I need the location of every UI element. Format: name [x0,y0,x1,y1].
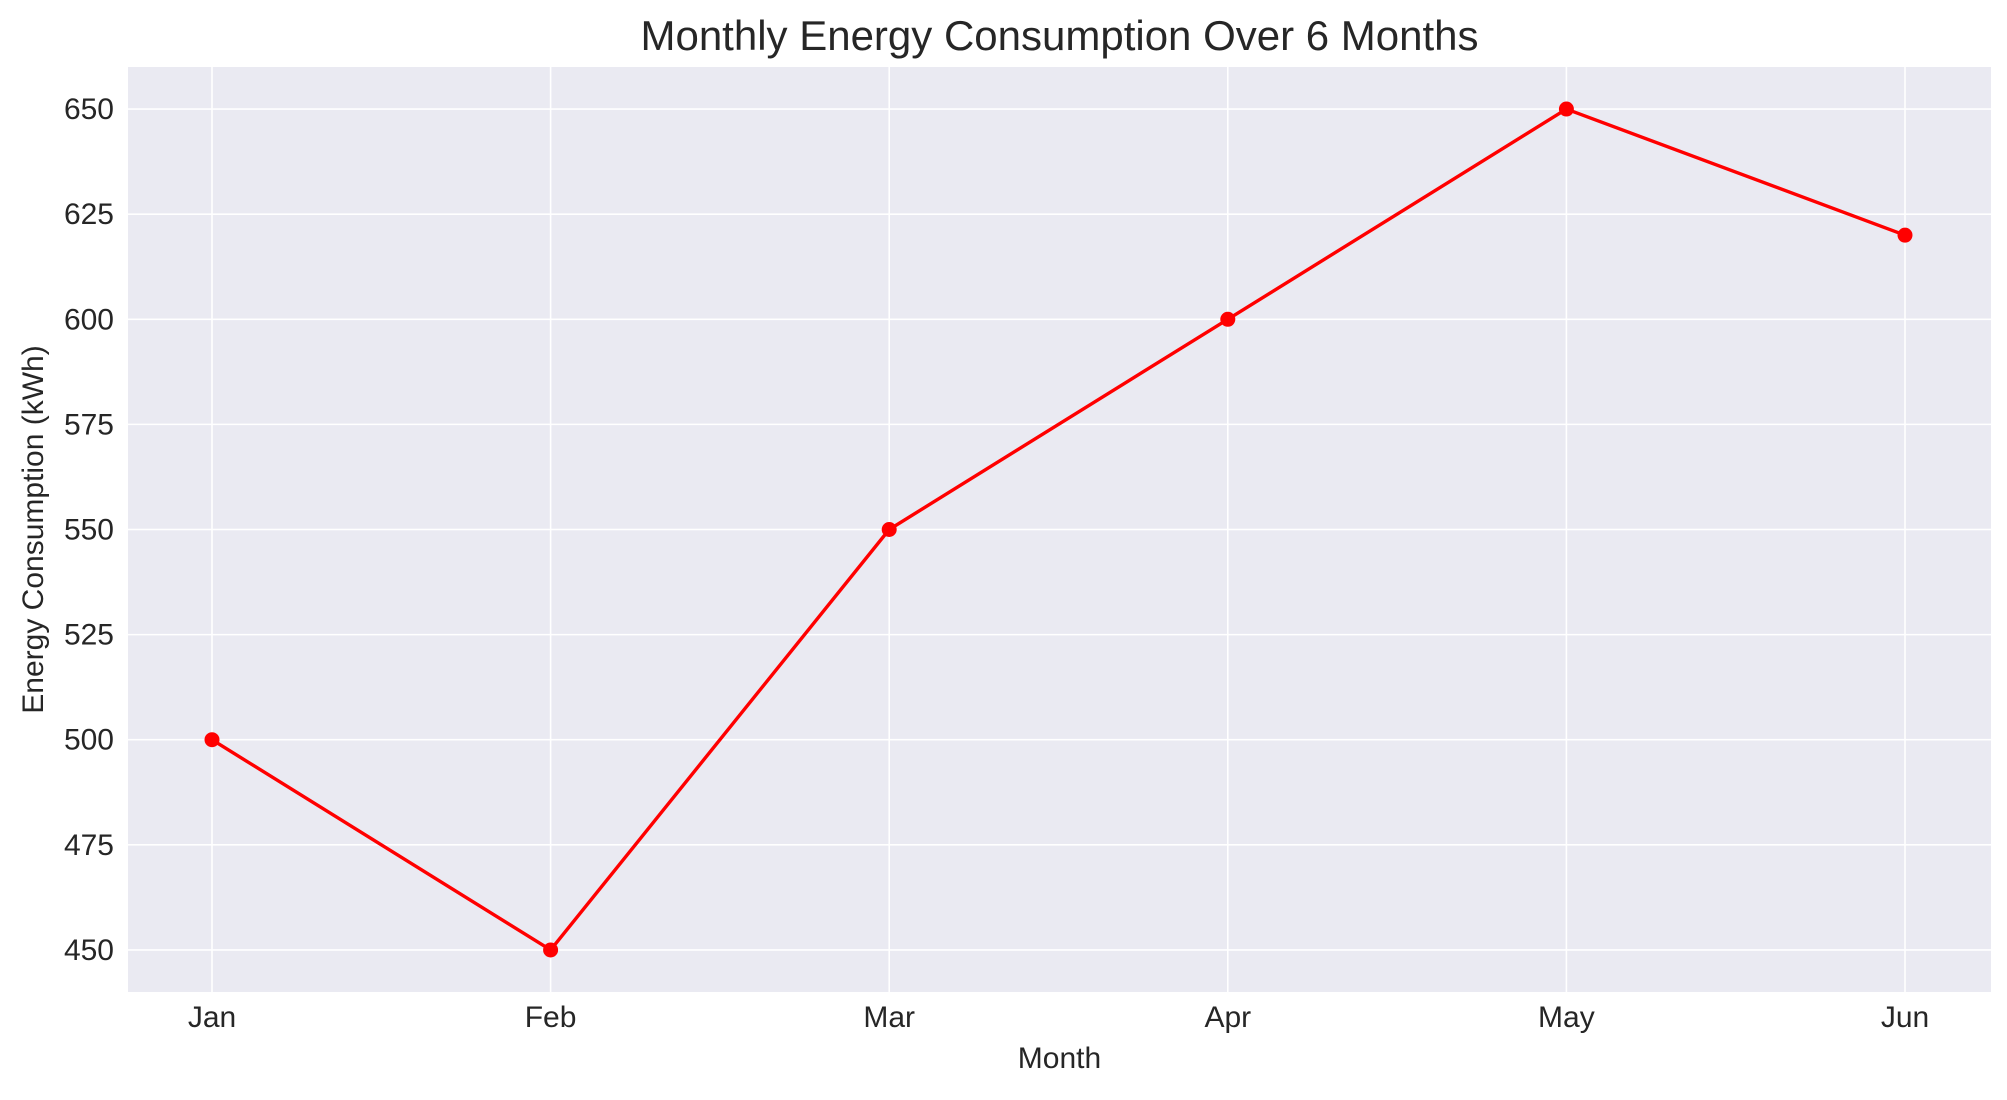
series-line [211,107,1906,952]
x-tick-label: May [1538,1001,1595,1034]
y-tick-label: 575 [64,408,114,441]
data-point [1558,101,1574,117]
y-tick-label: 650 [64,93,114,126]
series-layer [204,101,1913,958]
y-tick-label: 475 [64,829,114,862]
y-tick-label: 600 [64,303,114,336]
y-tick-label: 450 [64,934,114,967]
data-point [543,942,559,958]
data-point [881,522,897,537]
x-axis-ticks: Jan Feb Mar Apr May Jun [188,1001,1929,1034]
y-tick-label: 550 [64,514,114,547]
data-point [1220,311,1236,327]
x-tick-label: Jun [1881,1001,1929,1034]
y-tick-label: 625 [64,198,114,231]
grid-lines [128,67,1991,992]
chart-title: Monthly Energy Consumption Over 6 Months [640,12,1478,59]
x-tick-label: Jan [188,1001,236,1034]
x-tick-label: Apr [1204,1001,1251,1034]
y-axis-label: Energy Consumption (kWh) [17,345,50,713]
x-tick-label: Mar [863,1001,915,1034]
data-point [1897,227,1913,243]
y-tick-label: 525 [64,619,114,652]
y-tick-label: 500 [64,724,114,757]
x-tick-label: Feb [525,1001,577,1034]
x-axis-label: Month [1018,1042,1101,1075]
y-axis-ticks: 450 475 500 525 550 575 600 625 650 [64,93,114,967]
data-point [204,732,220,748]
